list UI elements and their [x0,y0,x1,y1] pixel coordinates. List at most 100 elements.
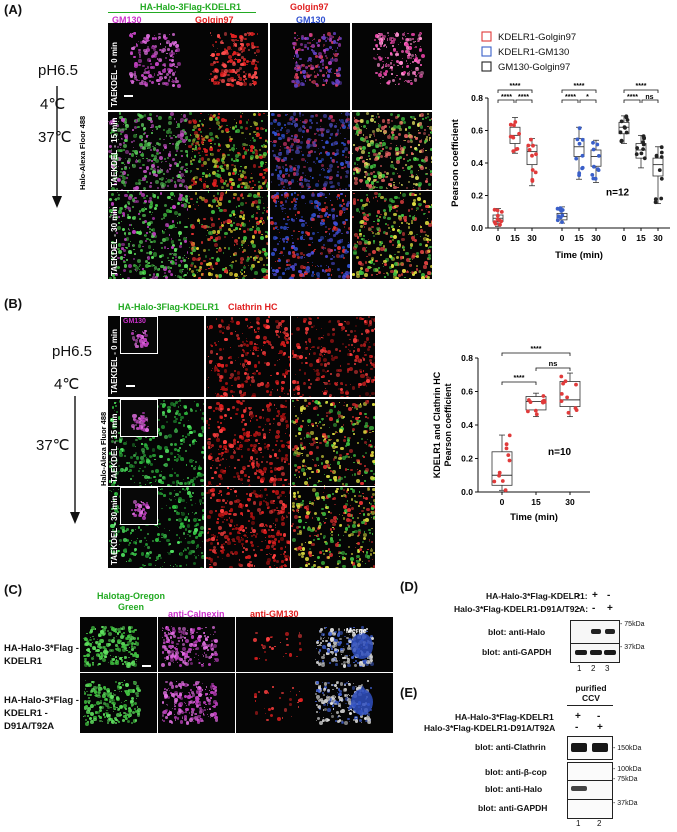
d-sign-r1-l1: - [577,590,580,601]
d-blot-gapdh [570,643,620,663]
b-image-r2-c3 [291,399,375,486]
chart-a-s2-g2-point [581,138,585,142]
a-image-r1-c3 [270,23,350,110]
chart-a-s1-g3-point [526,144,530,148]
chart-a-s2-g3-point [592,148,596,152]
chart-a-s1-g2-point [511,149,515,153]
chart-a-s3-g3-point [659,197,663,201]
b-row-label-3: TAEKDEL - 30 min [110,496,119,566]
chart-b-g2-point [542,394,546,398]
chart-a-s1-g1-point [493,208,497,212]
chart-a-bracket-1-long [498,90,532,93]
e-marker-75: - 75kDa [613,776,638,783]
chart-b-g2-point [527,398,531,402]
chart-a-sig-2-long: **** [574,83,585,90]
chart-a-s3-g3-box [653,158,663,176]
a-construct-line [108,12,256,13]
chart-a-s3-g2-point [635,152,639,156]
a-image-r1-c1: TAEKDEL - 0 min [108,23,188,110]
chart-b-ytick-label: 0.2 [461,454,473,464]
d-marker-75: - 75kDa [620,621,645,628]
chart-b-g1-point [506,453,510,457]
chart-b-xlabel: Time (min) [510,512,558,523]
chart-a-s1-g3-point [528,148,532,152]
chart-b-g1-point [505,447,509,451]
b-image-r1-c3 [291,316,375,397]
chart-b-g2-point [534,409,538,413]
chart-a-s2-g1-point [559,216,563,220]
chart-a-s3-g1-point [623,126,627,130]
chart-b-g3-point [565,396,569,400]
chart-a-s1-g3-point [534,171,538,175]
chart-a-xtick-label: 15 [510,233,520,243]
chart-a-sig-3-a: **** [627,94,638,101]
chart-a-s3-g3-point [658,168,662,172]
chart-a-sig-3-long: **** [636,83,647,90]
chart-a-s1-g2-point [509,123,513,127]
chart-a-s2-g3-box [591,150,601,166]
e-blot-gapdh [567,799,613,819]
chart-a-s2-g2-point [577,173,581,177]
b-image-r2-c1: TAEKDEL - 15 min [108,399,204,486]
chart-b-g1-point [504,488,508,492]
b-scale-bar [126,385,135,387]
d-construct-2: Halo-3*Flag-KDELR1-D91A/T92A: [454,604,588,614]
e-sign-r1-l1: + [575,711,581,722]
b-gm130-inset-3 [120,487,158,525]
panel-a-letter: (A) [4,2,22,17]
chart-a-ytick-label: 0.8 [471,93,483,103]
e-sign-r2-l1: - [575,722,578,733]
chart-a-xtick-label: 0 [622,233,627,243]
chart-a-s2-g3-point [592,165,596,169]
a-image-r3-c3 [270,191,350,279]
chart-b-g1-point [501,479,505,483]
b-image-r2-c2 [206,399,290,486]
chart-b-xtick-label: 0 [500,497,505,507]
chart-a-s1-g1-point [498,219,502,223]
chart-a-s2-g2-point [578,142,582,146]
c-image-r1-c4 [313,617,393,672]
chart-b-g2-point [541,401,545,405]
chart-a-s1-g2-point [509,135,513,139]
chart-a-s3-g2-point [642,143,646,147]
chart-a-s2-g1-point [560,220,564,224]
d-blot-halo [570,620,620,644]
panel-b-letter: (B) [4,296,22,311]
chart-b-ytick-label: 0.0 [461,487,473,497]
chart-b-ylabel-2: Pearson coefficient [443,383,453,466]
chart-a-s3-g3-point [655,155,659,159]
a-image-r2-c1: TAEKDEL - 15 min [108,112,188,190]
chart-b-xtick-label: 15 [531,497,541,507]
a-scale-bar [124,95,133,97]
chart-b-xtick-label: 30 [565,497,575,507]
a-image-r2-c4 [352,112,432,190]
chart-b-g2-point [535,412,539,416]
chart-a-s2-g3-point [590,173,594,177]
b-image-r1-c1: TAEKDEL - 0 min GM130 [108,316,204,397]
a-image-r3-c4 [352,191,432,279]
chart-a-s2-g2-point [576,138,580,142]
a-image-r3-c2 [188,191,268,279]
chart-a-s2-g1-point [556,218,560,222]
e-marker-100: - 100kDa [613,766,641,773]
d-sign-r2-l2: - [592,603,595,614]
chart-a-s3-g3-point [660,145,664,149]
chart-a-s1-g3-point [530,178,534,182]
chart-a-s2-g1-point [556,207,560,211]
e-blot-label-gapdh: blot: anti-GAPDH [478,803,547,813]
b-time-arrow [68,396,82,526]
e-blot-label-clathrin: blot: anti-Clathrin [475,742,546,752]
a-image-r1-c2 [188,23,268,110]
b-cold-label: 4℃ [54,375,79,393]
chart-b-bracket-ns [536,368,570,371]
chart-a-sig-3-b: ns [645,94,653,101]
e-blot-halo [567,780,613,800]
b-col-kdelr: HA-Halo-3Flag-KDELR1 [118,302,219,312]
chart-a-bracket-2-long [562,90,596,93]
e-sign-r1-l2: - [597,711,600,722]
chart-a-s1-g1-point [496,214,500,218]
a-image-r3-c1: TAEKDEL - 30 min [108,191,188,279]
chart-a-s1-g3-point [531,168,535,172]
e-marker-150: - 150kDa [613,745,641,752]
d-blot-label-halo: blot: anti-Halo [488,627,545,637]
